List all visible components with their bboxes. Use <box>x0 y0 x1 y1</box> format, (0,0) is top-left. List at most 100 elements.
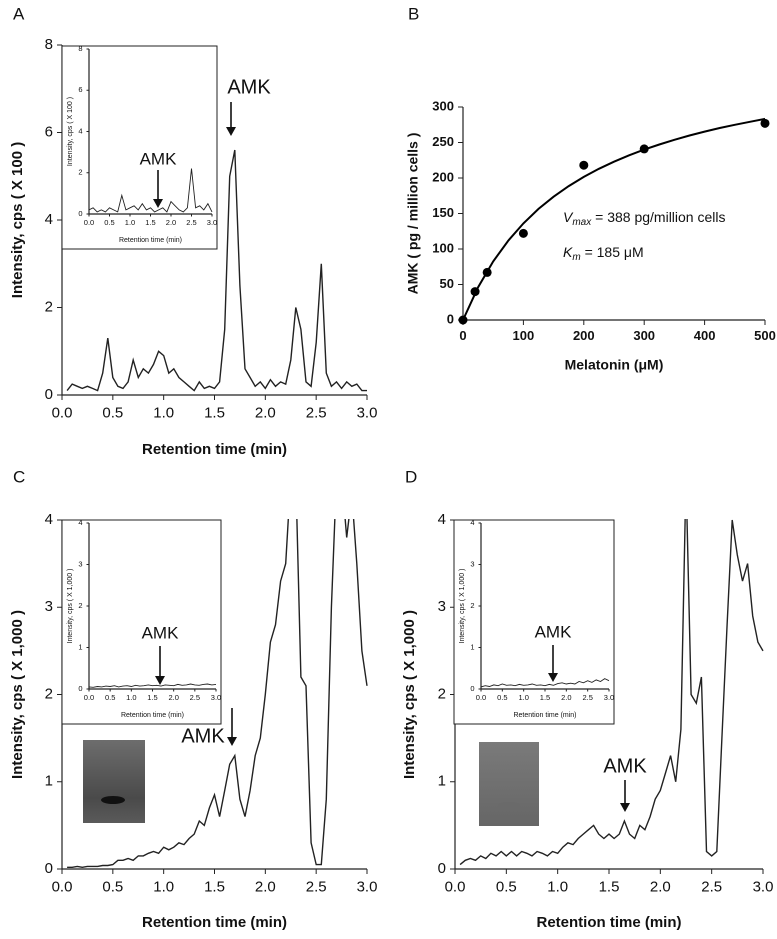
y-tick-label: 0 <box>470 684 474 693</box>
kinetic-parameter: Km = 185 μM <box>563 244 644 263</box>
x-tick-label: 2.5 <box>190 693 200 702</box>
subscript: m <box>572 252 580 263</box>
x-tick-label: 2.5 <box>701 878 722 895</box>
symbol: V <box>563 209 574 225</box>
x-tick-label: 3.0 <box>357 404 378 421</box>
x-tick-label: 1.5 <box>145 218 155 227</box>
x-axis-label: Retention time (min) <box>513 712 576 719</box>
y-axis-label: Intensity, cps ( X 1,000 ) <box>459 569 466 644</box>
y-tick-label: 4 <box>470 518 474 527</box>
x-axis-label: Retention time (min) <box>537 914 682 931</box>
x-tick-label: 2.0 <box>650 878 671 895</box>
x-tick-label: 1.0 <box>153 404 174 421</box>
trace <box>89 168 213 213</box>
gel-image <box>479 742 539 826</box>
parameter-text: = 185 μM <box>581 244 644 260</box>
x-tick-label: 3.0 <box>207 218 217 227</box>
y-tick-label: 4 <box>45 211 53 228</box>
x-tick-label: 0.5 <box>497 693 507 702</box>
panel: 0 2 4 6 8 0.0 0.5 1.0 1.5 2.0 2.5 3.0 Retention time… <box>9 4 377 457</box>
x-tick-label: 1.5 <box>204 404 225 421</box>
y-axis-label: Intensity, cps ( X 100 ) <box>9 142 26 298</box>
panel-label: C <box>13 467 25 486</box>
fit-curve <box>462 117 766 321</box>
x-tick-label: 2.5 <box>306 404 327 421</box>
panel: 0 50 100 150 200 250 300 0 100 200 300 400 500 Melato… <box>405 4 776 372</box>
y-tick-label: 1 <box>45 773 53 790</box>
arrow-head <box>153 199 163 208</box>
x-tick-label: 0 <box>459 328 466 343</box>
annotation: AMK <box>603 755 647 777</box>
x-tick-label: 2.0 <box>255 404 276 421</box>
arrow-head <box>620 803 630 812</box>
y-tick-label: 250 <box>432 134 454 149</box>
x-axis-label: Retention time (min) <box>121 712 184 719</box>
x-tick-label: 500 <box>754 328 776 343</box>
x-tick-label: 1.5 <box>599 878 620 895</box>
panel: 0 1 2 3 4 0.0 0.5 1.0 1.5 2.0 2.5 3.0 Retention time… <box>401 467 773 930</box>
x-tick-label: 1.0 <box>518 693 528 702</box>
x-tick-label: 0.0 <box>52 404 73 421</box>
x-tick-label: 3.0 <box>211 693 221 702</box>
y-tick-label: 0 <box>447 311 454 326</box>
x-tick-label: 3.0 <box>357 878 378 895</box>
x-tick-label: 3.0 <box>604 693 614 702</box>
y-axis-label: Intensity, cps ( X 1,000 ) <box>401 610 418 779</box>
x-tick-label: 0.5 <box>105 693 115 702</box>
annotation: AMK <box>227 76 271 98</box>
y-tick-label: 8 <box>45 36 53 53</box>
trace <box>459 519 764 866</box>
panel-label: D <box>405 467 417 486</box>
x-axis-label: Retention time (min) <box>142 914 287 931</box>
inset: 0 2 4 6 8 0.0 0.5 1.0 1.5 2.0 2.5 3.0 Retention time… <box>61 44 218 250</box>
y-axis-label: Intensity, cps ( X 1,000 ) <box>67 569 74 644</box>
y-axis-label: AMK ( pg / million cells ) <box>405 133 421 295</box>
kinetic-parameter: Vmax = 388 pg/million cells <box>563 209 726 228</box>
trace <box>67 519 368 869</box>
y-tick-label: 0 <box>45 860 53 877</box>
gel-band <box>101 796 125 804</box>
x-tick-label: 1.0 <box>126 693 136 702</box>
x-tick-label: 1.5 <box>204 878 225 895</box>
inset: 0 1 2 3 4 0.0 0.5 1.0 1.5 2.0 2.5 3.0 Retention time… <box>61 518 222 725</box>
data-point <box>518 228 528 238</box>
data-point <box>760 118 770 128</box>
data-point <box>482 267 492 277</box>
y-tick-label: 100 <box>432 240 454 255</box>
x-tick-label: 0.5 <box>102 404 123 421</box>
y-tick-label: 8 <box>78 44 82 53</box>
x-tick-label: 200 <box>573 328 595 343</box>
y-tick-label: 1 <box>78 642 82 651</box>
y-axis-label: Intensity, cps ( X 100 ) <box>67 97 74 166</box>
gel-band <box>498 802 520 808</box>
data-point <box>579 160 589 170</box>
x-tick-label: 2.0 <box>166 218 176 227</box>
y-tick-label: 4 <box>78 518 82 527</box>
y-tick-label: 6 <box>45 123 53 140</box>
y-tick-label: 3 <box>438 598 446 615</box>
y-tick-label: 2 <box>45 685 53 702</box>
x-tick-label: 1.0 <box>153 878 174 895</box>
y-tick-label: 0 <box>78 209 82 218</box>
x-tick-label: 400 <box>694 328 716 343</box>
x-tick-label: 2.5 <box>186 218 196 227</box>
trace <box>66 149 367 392</box>
y-tick-label: 3 <box>45 598 53 615</box>
data-point <box>458 315 468 325</box>
x-tick-label: 2.0 <box>255 878 276 895</box>
y-tick-label: 0 <box>78 684 82 693</box>
x-tick-label: 0.5 <box>102 878 123 895</box>
x-tick-label: 3.0 <box>753 878 774 895</box>
inset: 0 1 2 3 4 0.0 0.5 1.0 1.5 2.0 2.5 3.0 Retention time… <box>453 518 615 725</box>
arrow-head <box>227 737 237 746</box>
y-tick-label: 200 <box>432 169 454 184</box>
y-tick-label: 0 <box>45 386 53 403</box>
arrow-head <box>226 127 236 136</box>
y-tick-label: 0 <box>438 860 446 877</box>
y-tick-label: 150 <box>432 205 454 220</box>
x-axis-label: Melatonin (μM) <box>565 357 664 373</box>
trace <box>89 683 217 688</box>
symbol: K <box>563 244 573 260</box>
x-tick-label: 2.0 <box>561 693 571 702</box>
